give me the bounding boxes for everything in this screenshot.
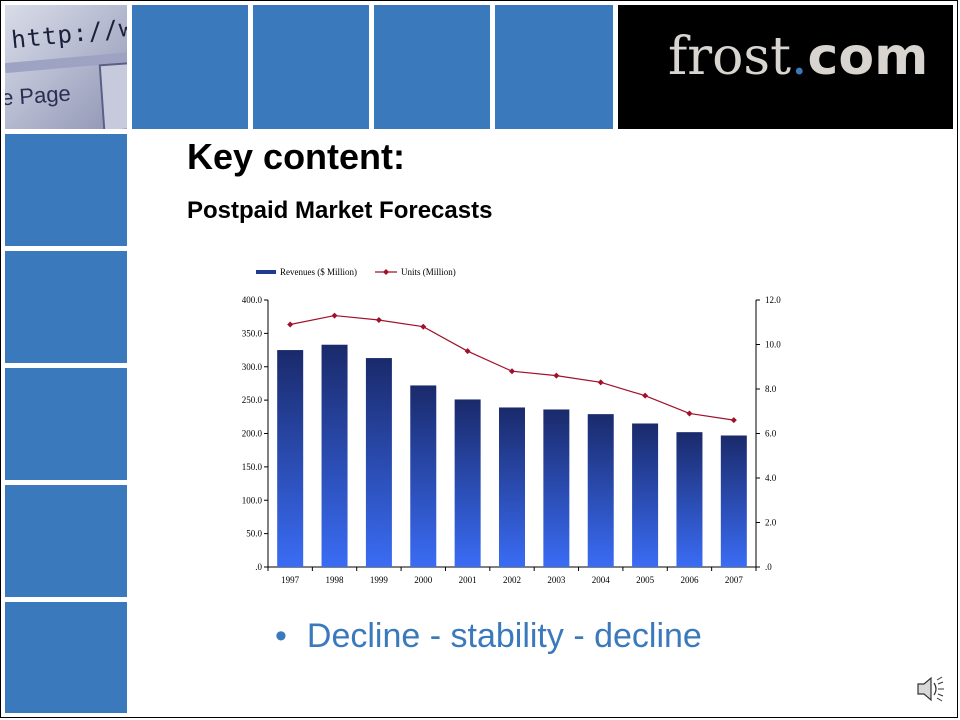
left-tick-label: .0 [255,562,262,572]
side-tile-2 [5,251,127,363]
left-tick-label: 200.0 [242,429,263,439]
units-marker [331,312,338,319]
header-tile-1 [132,5,248,129]
bullet-dot: • [275,617,287,655]
x-tick-label: 1998 [326,575,345,585]
frost-logo: frost.com [668,27,928,87]
x-tick-label: 2004 [592,575,611,585]
legend-revenue-swatch [256,270,276,274]
header-tile-2 [253,5,369,129]
left-tick-label: 300.0 [242,362,263,372]
legend-revenue-label: Revenues ($ Million) [280,267,357,277]
units-line [290,314,734,421]
units-marker [597,379,604,386]
side-tile-1 [5,134,127,246]
side-tile-5 [5,602,127,713]
right-tick-label: .0 [765,562,772,572]
left-tick-label: 350.0 [242,328,263,338]
right-tick-label: 6.0 [765,429,777,439]
revenue-bar [676,432,703,567]
right-tick-label: 10.0 [765,340,781,350]
speaker-icon[interactable] [914,674,946,704]
units-marker [642,392,649,399]
header-tile-4 [495,5,613,129]
browser-photo: http://ww e Page [5,5,127,129]
revenue-bar [321,344,348,567]
x-tick-label: 1999 [370,575,389,585]
x-tick-label: 2001 [459,575,477,585]
revenue-bar [632,423,659,567]
units-marker [730,417,737,424]
logo-tld: com [807,27,929,87]
right-tick-label: 2.0 [765,518,777,528]
bullet-text: Decline - stability - decline [306,617,702,655]
photo-page-text: e Page [5,80,72,111]
slide-subtitle: Postpaid Market Forecasts [187,197,493,224]
left-tick-label: 400.0 [242,295,263,305]
revenue-bar [499,407,525,567]
x-tick-label: 2005 [636,575,655,585]
photo-url-text: http://ww [9,11,127,55]
right-tick-label: 8.0 [765,384,777,394]
x-tick-label: 2003 [547,575,566,585]
side-tile-4 [5,485,127,597]
logo-name: frost [668,27,791,87]
revenue-bar [720,435,747,567]
x-tick-label: 2006 [680,575,699,585]
units-marker [420,323,427,330]
left-tick-label: 50.0 [246,529,262,539]
revenue-bar [365,358,392,567]
header-tile-3 [374,5,490,129]
bullet-point: • Decline - stability - decline [275,617,702,656]
x-tick-label: 1997 [281,575,300,585]
right-tick-label: 12.0 [765,295,781,305]
side-tile-3 [5,368,127,480]
left-tick-label: 250.0 [242,395,263,405]
revenue-bar [587,414,614,567]
logo-dot: . [791,27,808,87]
units-marker [375,317,382,324]
legend-units-marker [383,269,389,275]
x-tick-label: 2007 [725,575,744,585]
x-tick-label: 2000 [414,575,433,585]
revenue-bar [410,385,437,567]
left-tick-label: 150.0 [242,462,263,472]
units-marker [509,368,515,375]
left-tick-label: 100.0 [242,495,263,505]
logo-box: frost.com [618,5,953,129]
photo-button-shape [98,61,127,129]
slide-title: Key content: [187,136,406,177]
legend-units-label: Units (Million) [401,267,456,277]
units-marker [553,372,560,379]
x-tick-label: 2002 [503,575,521,585]
units-marker [686,410,693,417]
right-tick-label: 4.0 [765,473,777,483]
units-marker [287,321,294,328]
revenue-bar [277,350,304,567]
units-marker [464,348,471,355]
revenue-bar [543,409,570,567]
revenue-bar [454,399,481,567]
